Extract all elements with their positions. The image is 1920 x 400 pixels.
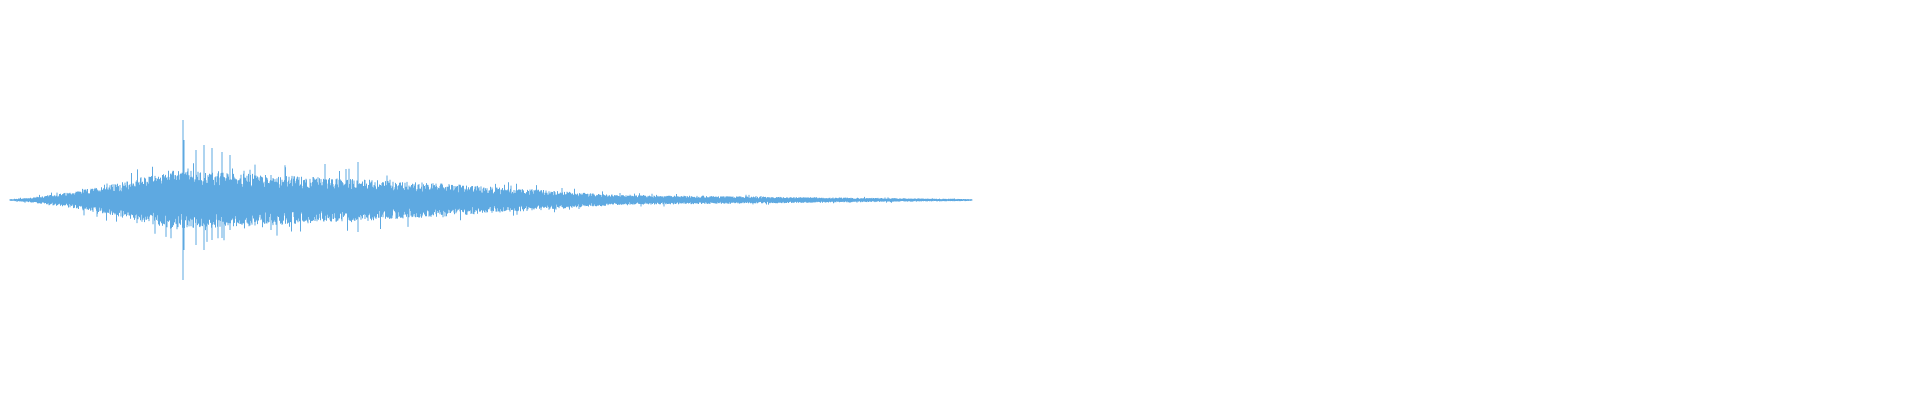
waveform [9, 120, 973, 280]
